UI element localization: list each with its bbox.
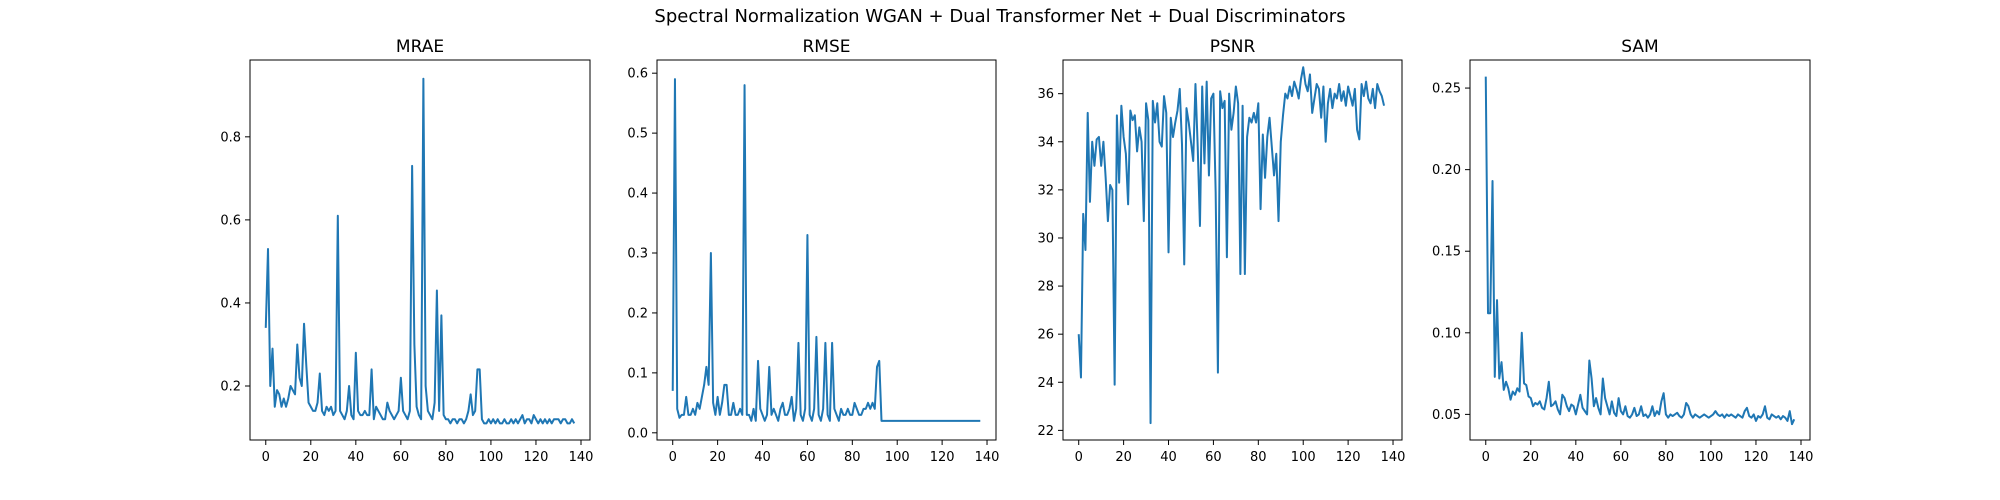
y-tick-label: 24 [1037,376,1054,391]
y-tick-label: 22 [1037,424,1054,439]
x-tick-label: 100 [885,450,910,465]
y-tick-label: 0.25 [1432,82,1461,97]
y-tick-label: 0.3 [627,246,648,261]
chart-title: RMSE [802,37,850,57]
plot-frame [1062,59,1403,441]
y-tick-label: 0.10 [1432,326,1461,341]
y-tick-label: 0.1 [627,366,648,381]
x-tick-label: 120 [930,450,955,465]
chart-title: PSNR [1210,37,1256,57]
x-tick-label: 140 [569,450,594,465]
y-tick-label: 0.4 [220,296,241,311]
x-tick-label: 120 [524,450,549,465]
chart-psnr: PSNR 0 20 40 60 80 100 120 140 22 24 26 28 30 32 34 36 [1037,37,1405,465]
x-tick-label: 80 [1658,450,1675,465]
x-tick-label: 100 [1291,450,1316,465]
x-tick-label: 40 [1568,450,1585,465]
y-tick-label: 0.6 [220,213,241,228]
figure-title: Spectral Normalization WGAN + Dual Trans… [654,6,1346,27]
x-tick-label: 0 [262,450,270,465]
y-tick-label: 0.05 [1432,408,1461,423]
y-tick-label: 34 [1037,135,1054,150]
chart-sam: SAM 0 20 40 60 80 100 120 140 0.05 0.10 0.15 0.20 0.2… [1432,37,1813,465]
y-tick-label: 0.6 [627,67,648,82]
x-tick-label: 120 [1336,450,1361,465]
x-tick-label: 20 [1523,450,1540,465]
x-tick-label: 120 [1744,450,1769,465]
x-tick-label: 20 [303,450,320,465]
chart-title: SAM [1621,37,1658,57]
y-tick-label: 32 [1037,183,1054,198]
chart-title: MRAE [396,37,444,57]
x-tick-label: 0 [1482,450,1490,465]
x-tick-label: 140 [1789,450,1814,465]
plot-frame [1469,59,1811,441]
x-tick-label: 100 [479,450,504,465]
x-tick-label: 60 [1205,450,1222,465]
x-tick-label: 100 [1699,450,1724,465]
x-tick-label: 60 [393,450,410,465]
x-tick-label: 60 [1613,450,1630,465]
x-tick-label: 140 [1381,450,1406,465]
x-tick-label: 0 [1075,450,1083,465]
x-tick-label: 40 [1160,450,1177,465]
y-tick-label: 0.15 [1432,245,1461,260]
y-tick-label: 30 [1037,231,1054,246]
y-tick-label: 0.0 [627,426,648,441]
x-tick-label: 40 [754,450,771,465]
x-tick-label: 20 [1115,450,1132,465]
plot-frame [656,59,997,441]
y-tick-label: 0.2 [220,380,241,395]
y-tick-label: 28 [1037,280,1054,295]
x-tick-label: 40 [348,450,365,465]
y-tick-label: 36 [1037,87,1054,102]
x-tick-label: 20 [709,450,726,465]
x-tick-label: 80 [1250,450,1267,465]
x-tick-label: 80 [844,450,861,465]
x-tick-label: 140 [975,450,1000,465]
x-tick-label: 0 [669,450,677,465]
y-tick-label: 0.20 [1432,163,1461,178]
x-tick-label: 60 [799,450,816,465]
x-tick-label: 80 [438,450,455,465]
series-line [264,77,576,425]
y-tick-label: 0.4 [627,187,648,202]
y-tick-label: 0.8 [220,130,241,145]
y-tick-label: 26 [1037,328,1054,343]
series-line [671,78,981,422]
series-line [1484,76,1796,426]
series-line [1077,66,1386,425]
y-tick-label: 0.5 [627,127,648,142]
plot-frame [249,59,591,441]
y-tick-label: 0.2 [627,306,648,321]
chart-mrae: MRAE 0 20 40 60 80 100 120 140 0.2 0.4 0.6 0.8 [220,37,593,465]
chart-rmse: RMSE 0 20 40 60 80 100 120 140 0.0 0.1 0.2 0.3 0.4 0.5… [627,37,999,465]
